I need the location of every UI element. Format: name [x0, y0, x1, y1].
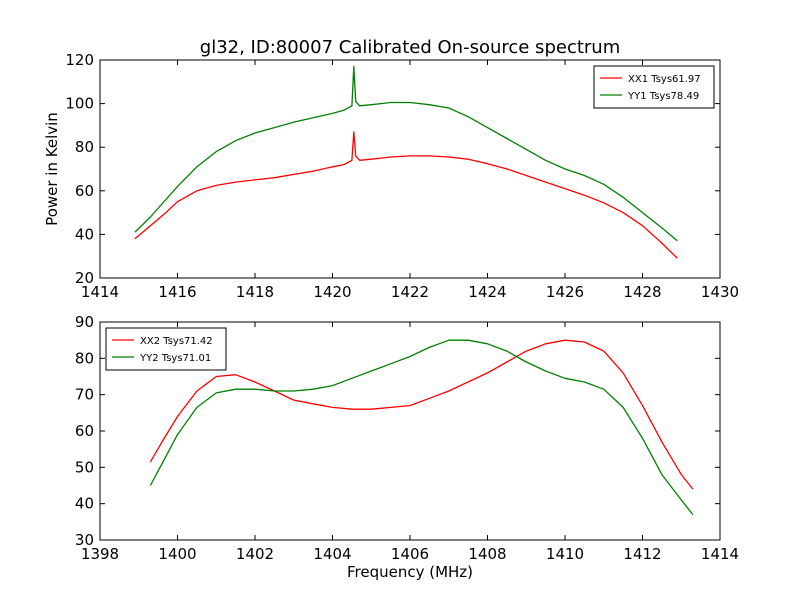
y-tick-label: 20	[75, 269, 94, 287]
legend: XX2 Tsys71.42 YY2 Tsys71.01	[105, 327, 227, 371]
x-tick-label: 1412	[623, 545, 661, 563]
x-tick-label: 1402	[236, 545, 274, 563]
y-tick-label: 30	[75, 531, 94, 549]
legend: XX1 Tsys61.97 YY1 Tsys78.49	[593, 65, 715, 109]
y-tick-label: 90	[75, 313, 94, 331]
y-tick-label: 120	[65, 51, 94, 69]
legend-label: YY2 Tsys71.01	[139, 353, 211, 364]
x-tick-label: 1414	[701, 545, 739, 563]
series-line-yy2	[149, 339, 694, 516]
y-axis-label: Power in Kelvin	[43, 112, 61, 226]
y-tick-label: 70	[75, 386, 94, 404]
x-axis-label: Frequency (MHz)	[347, 563, 473, 581]
plot-2: 1398 1400 1402 1404 1406 1408 1410 1412 1414 30 40…	[75, 313, 739, 581]
y-tick-label: 60	[75, 422, 94, 440]
x-tick-label: 1420	[313, 283, 351, 301]
x-tick-label: 1408	[468, 545, 506, 563]
legend-box	[593, 65, 715, 109]
legend-box	[105, 327, 227, 371]
x-tick-label: 1400	[158, 545, 196, 563]
series-line-xx2	[149, 339, 694, 490]
series-line-yy1	[134, 65, 678, 242]
y-tick-label: 40	[75, 225, 94, 243]
chart-title: gl32, ID:80007 Calibrated On-source spec…	[200, 37, 620, 58]
x-tick-label: 1428	[623, 283, 661, 301]
x-tick-label: 1398	[81, 545, 119, 563]
plot-1: 1414 1416 1418 1420 1422 1424 1426 1428 1430 20 40…	[43, 37, 739, 301]
y-tick-label: 40	[75, 495, 94, 513]
x-tick-label: 1416	[158, 283, 196, 301]
y-tick-label: 50	[75, 458, 94, 476]
x-tick-label: 1414	[81, 283, 119, 301]
y-tick-label: 100	[65, 95, 94, 113]
x-tick-label: 1410	[546, 545, 584, 563]
x-tick-label: 1424	[468, 283, 506, 301]
x-tick-label: 1426	[546, 283, 584, 301]
y-tick-label: 80	[75, 138, 94, 156]
legend-label: XX2 Tsys71.42	[140, 336, 213, 347]
x-tick-label: 1422	[391, 283, 429, 301]
x-tick-label: 1418	[236, 283, 274, 301]
y-tick-label: 80	[75, 349, 94, 367]
legend-label: YY1 Tsys78.49	[627, 91, 699, 102]
x-tick-label: 1430	[701, 283, 739, 301]
x-tick-label: 1404	[313, 545, 351, 563]
x-tick-label: 1406	[391, 545, 429, 563]
series-line-xx1	[134, 131, 678, 259]
legend-label: XX1 Tsys61.97	[628, 74, 701, 85]
y-tick-label: 60	[75, 182, 94, 200]
